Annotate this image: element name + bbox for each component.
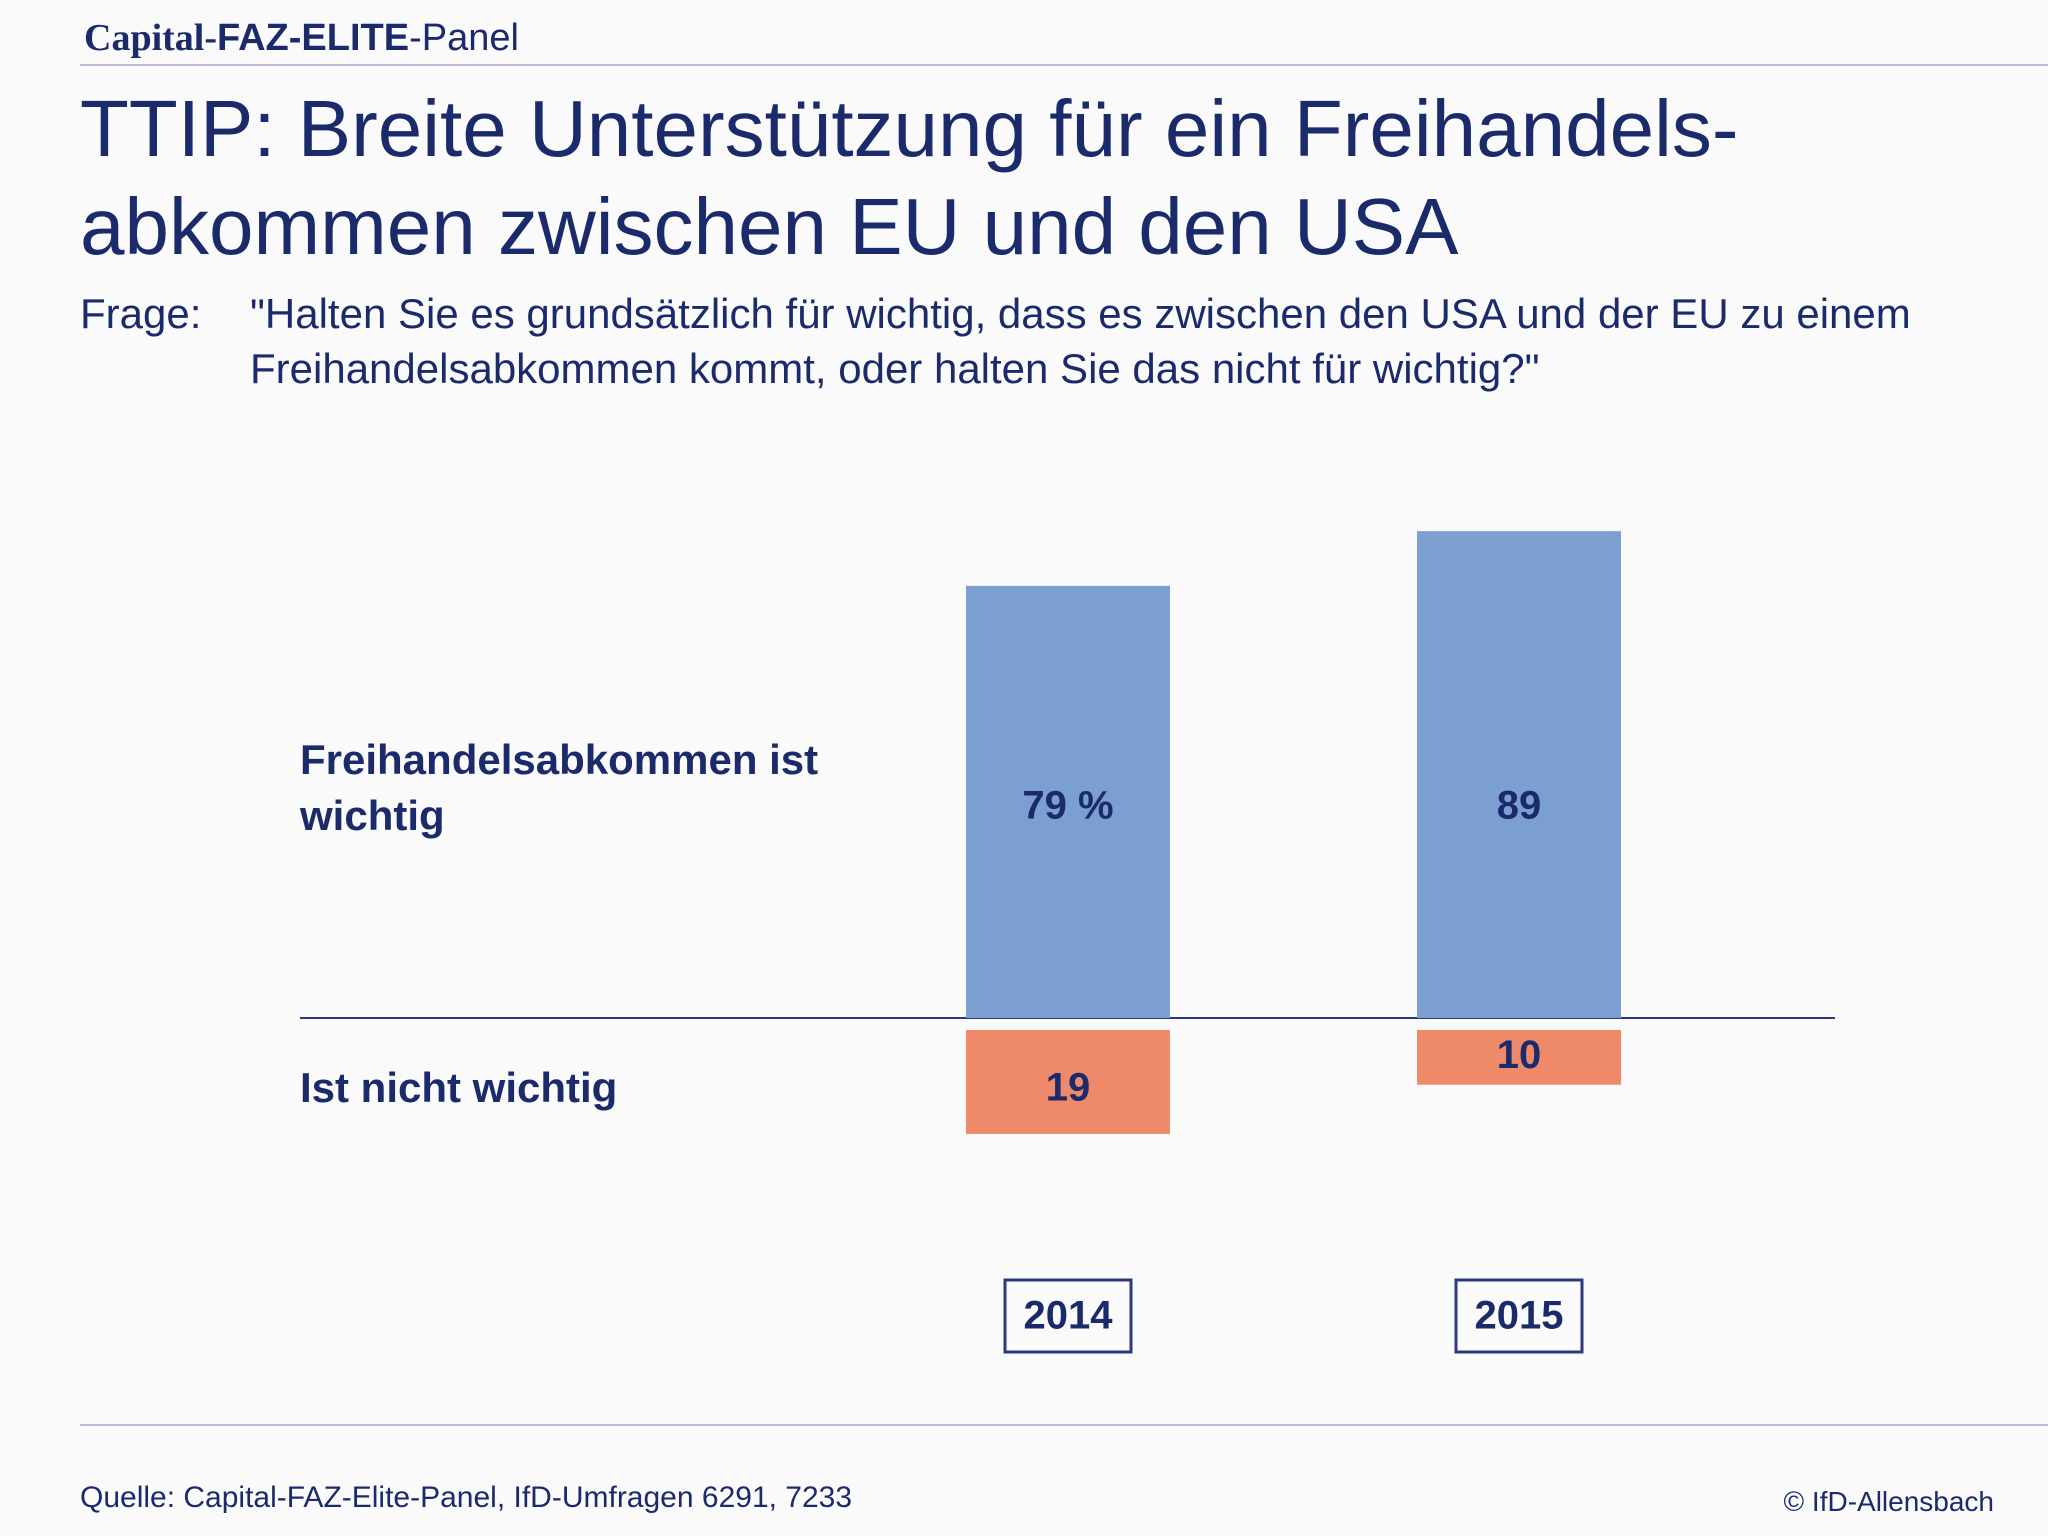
- data-label-negative-2014: 19: [1046, 1066, 1091, 1110]
- question-label: Frage:: [80, 290, 202, 337]
- chart-title: TTIP: Breite Unterstützung für ein Freih…: [80, 84, 1739, 271]
- data-label-positive-2014: 79 %: [1022, 784, 1113, 828]
- brand-panel: -Panel: [409, 17, 519, 59]
- category-label-2015: 2015: [1475, 1294, 1564, 1338]
- category-label-2014: 2014: [1024, 1294, 1114, 1338]
- header-divider: [80, 64, 2048, 66]
- row-label-negative: Ist nicht wichtig: [300, 1064, 618, 1111]
- bar-negative-2014: [966, 1030, 1170, 1134]
- bar-chart: 79 % 19 2014 89 10 2015: [300, 531, 1835, 1354]
- bar-positive-2014: [966, 585, 1170, 1018]
- brand-faz-elite: FAZ-ELITE: [217, 17, 410, 59]
- category-box-2014: [1003, 1278, 1133, 1354]
- copyright-note: © IfD-Allensbach: [1783, 1486, 1995, 1517]
- source-note: Quelle: Capital-FAZ-Elite-Panel, IfD-Umf…: [80, 1481, 853, 1514]
- category-box-2015: [1454, 1278, 1584, 1354]
- row-label-positive: Freihandelsabkommen ist wichtig: [300, 736, 819, 839]
- brand-logo: Capital-FAZ-ELITE-Panel: [84, 14, 519, 62]
- brand-capital: Capital-: [84, 17, 217, 59]
- bar-negative-2015: [1417, 1030, 1621, 1085]
- footer-divider: [80, 1424, 2048, 1426]
- data-label-negative-2015: 10: [1497, 1033, 1542, 1077]
- bar-positive-2015: [1417, 531, 1621, 1018]
- data-label-positive-2015: 89: [1497, 784, 1542, 828]
- question-text: "Halten Sie es grundsätzlich für wichtig…: [250, 290, 1911, 392]
